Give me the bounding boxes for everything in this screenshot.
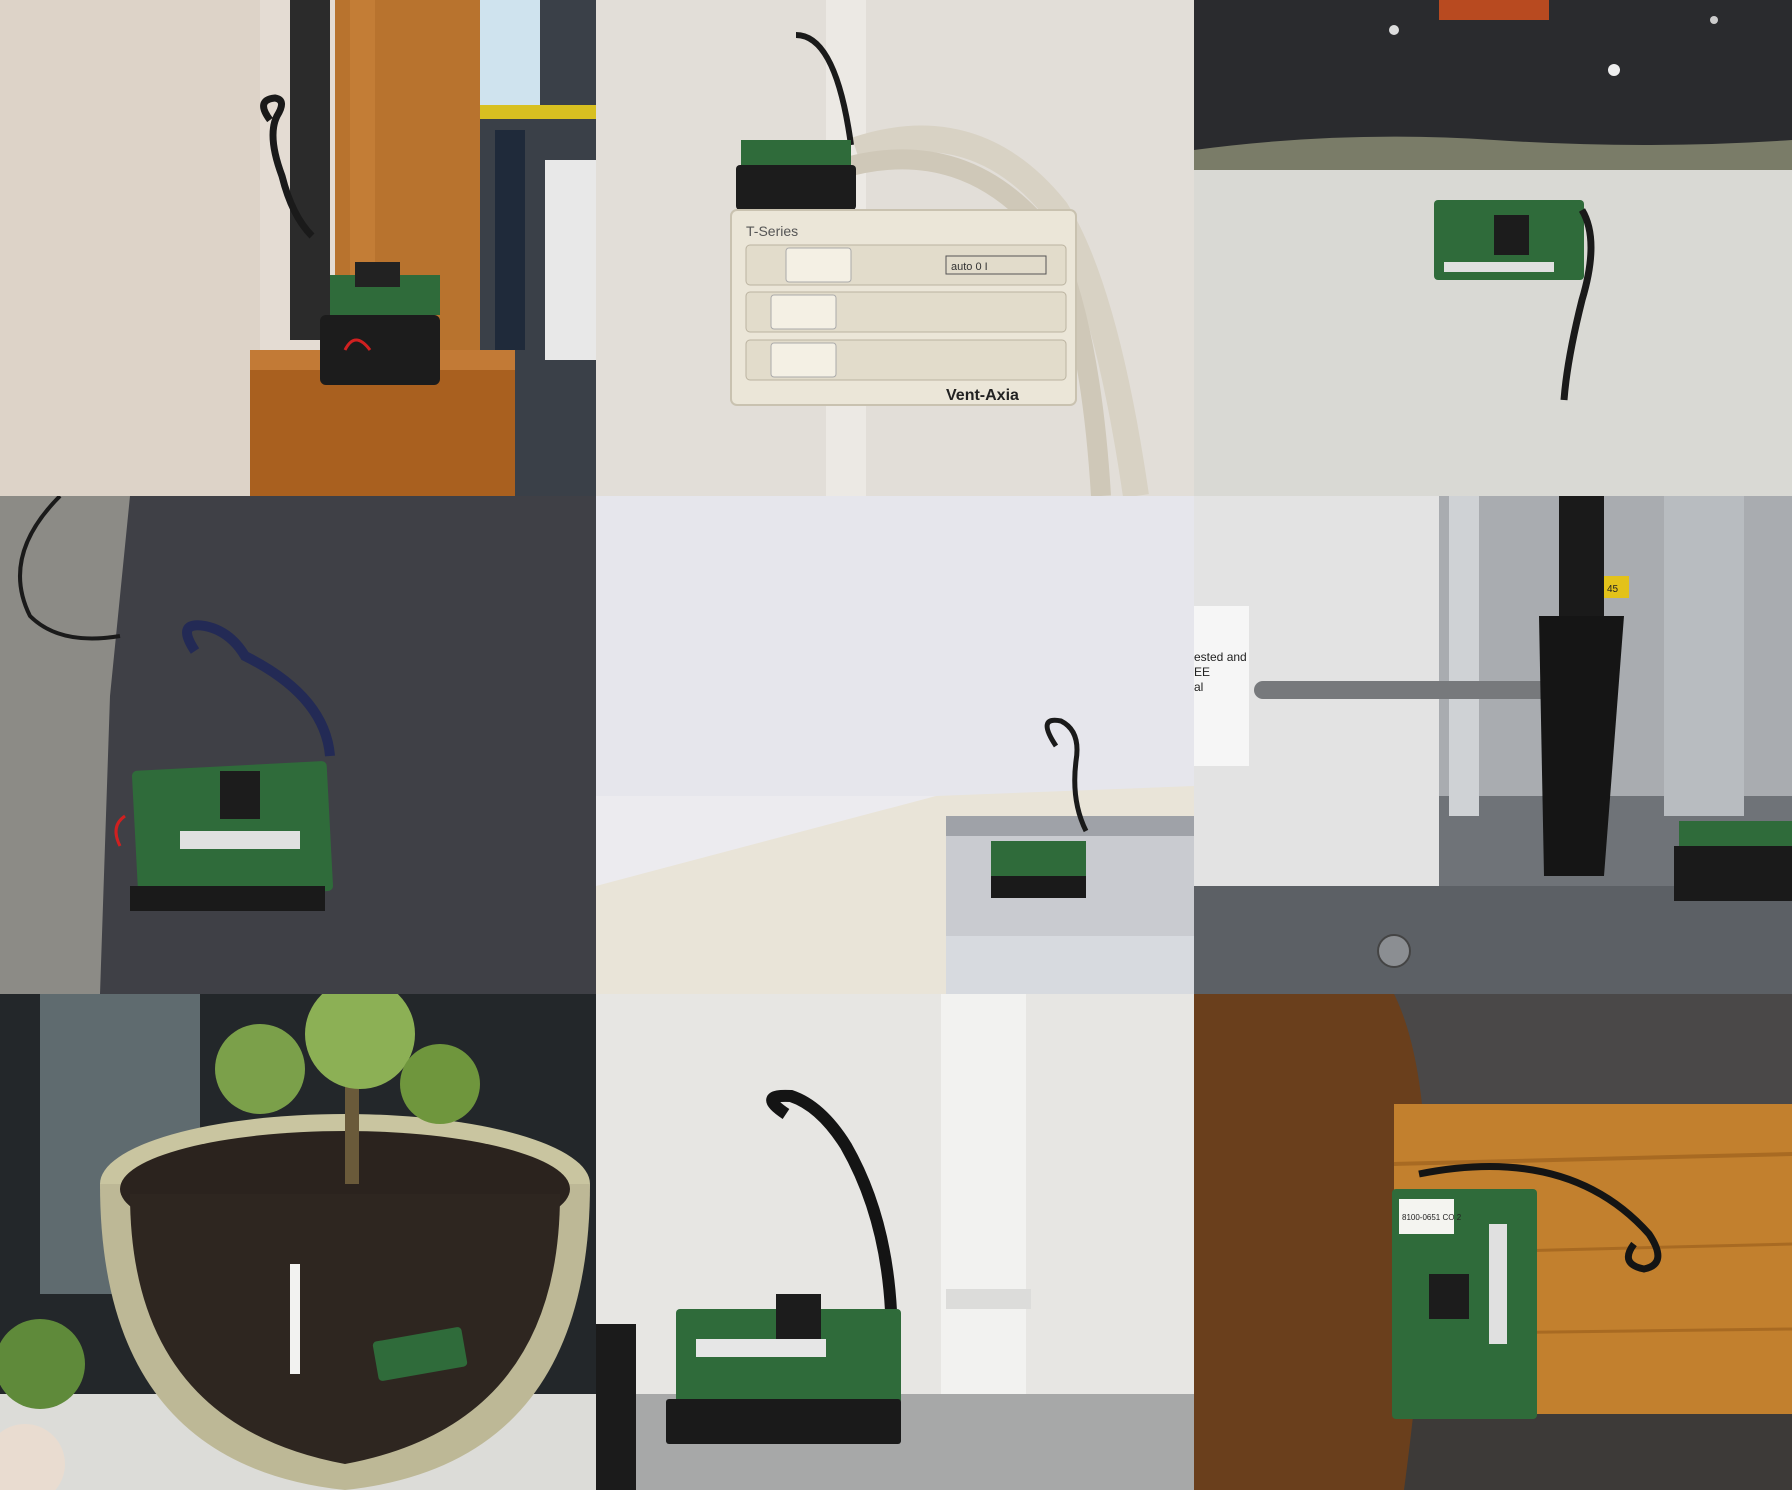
electrical-box-image: ested and EE al 45	[1194, 496, 1792, 994]
yellow-tag-label: 45	[1607, 584, 1619, 595]
series-label: T-Series	[746, 223, 798, 239]
box-label-line1: ested and	[1194, 650, 1247, 664]
plant-pot-image	[0, 994, 596, 1490]
photo-office-cabinet	[596, 496, 1194, 994]
box-label-line2: EE	[1194, 665, 1210, 679]
photo-wooden-beam: 8100-0651 CO 2	[1194, 994, 1792, 1490]
photo-electrical-box: ested and EE al 45	[1194, 496, 1792, 994]
corridor-pillar-image	[0, 0, 596, 496]
vent-axia-image: T-Series auto 0 I Vent-Axia	[596, 0, 1194, 496]
box-label-line3: al	[1194, 680, 1203, 694]
beam-sticker-label: 8100-0651 CO 2	[1402, 1213, 1462, 1222]
switch-row1-label: auto 0 I	[951, 261, 988, 273]
photo-vent-axia-switch: T-Series auto 0 I Vent-Axia	[596, 0, 1194, 496]
photo-wall-pipe	[596, 994, 1194, 1490]
wooden-beam-image: 8100-0651 CO 2	[1194, 994, 1792, 1490]
office-cabinet-image	[596, 496, 1194, 994]
rooftop-image	[1194, 0, 1792, 496]
photo-plant-pot	[0, 994, 596, 1490]
desk-board-image	[0, 496, 596, 994]
photo-rooftop-mat	[1194, 0, 1792, 496]
wall-pipe-image	[596, 994, 1194, 1490]
photo-corridor-pillar	[0, 0, 596, 496]
brand-label: Vent-Axia	[946, 387, 1019, 404]
photo-desk-board	[0, 496, 596, 994]
